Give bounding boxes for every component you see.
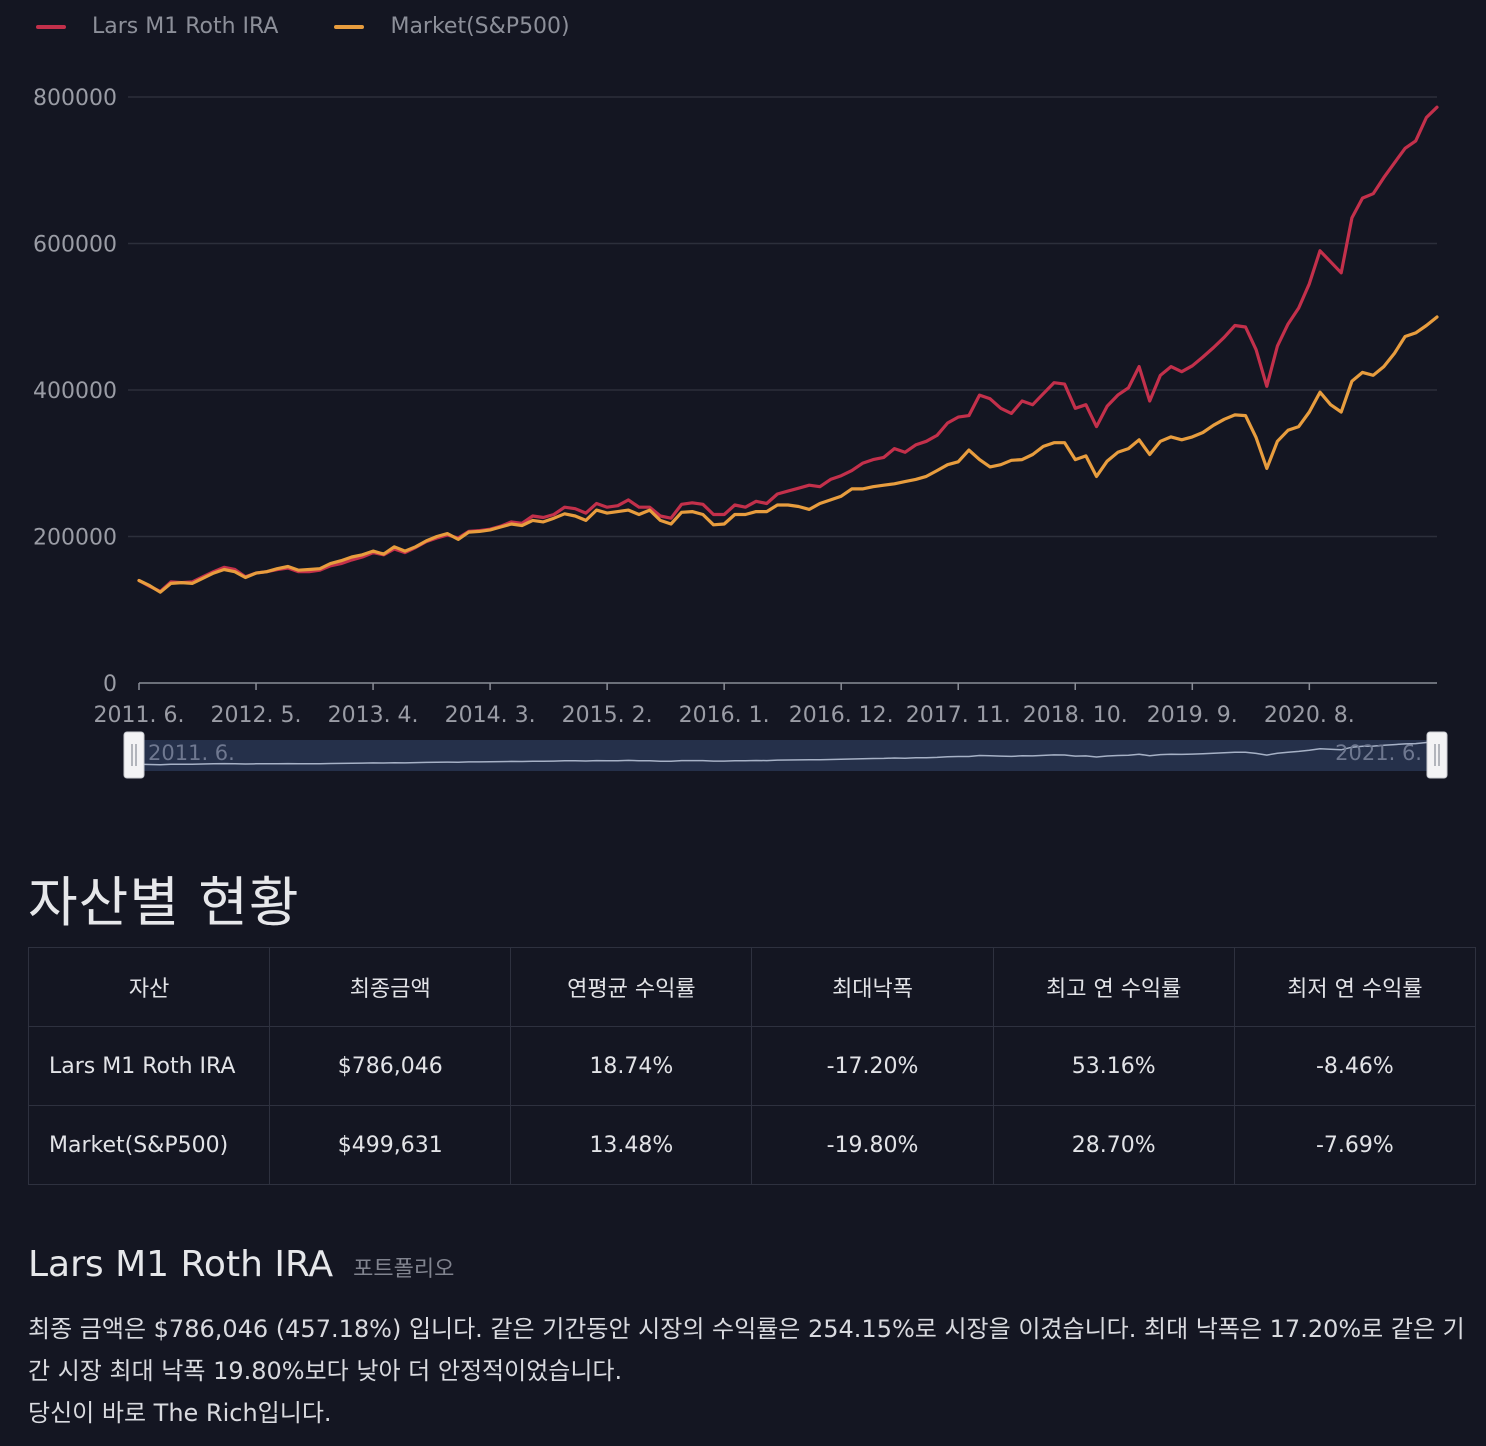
range-slider-preview (138, 741, 1438, 766)
y-tick-label: 0 (103, 672, 117, 697)
legend-swatch-market (334, 24, 365, 29)
cell-cagr: 13.48% (510, 1105, 753, 1185)
cell-asset: Market(S&P500) (27, 1105, 271, 1185)
description-paragraph: 최종 금액은 $786,046 (457.18%) 입니다. 같은 기간동안 시… (28, 1315, 1465, 1385)
series-line-market (137, 315, 1439, 594)
y-tick-label: 800000 (33, 86, 117, 111)
header-asset: 자산 (27, 947, 271, 1027)
cell-cagr: 18.74% (510, 1026, 753, 1106)
range-slider-start-label: 2011. 6. (148, 741, 235, 765)
cell-asset: Lars M1 Roth IRA (27, 1026, 271, 1106)
header-cagr: 연평균 수익률 (510, 947, 753, 1027)
table-row: Market(S&P500) $499,631 13.48% -19.80% 2… (27, 1105, 1477, 1185)
x-tick-label: 2016. 1. (679, 703, 770, 728)
line-chart: 0 200000 400000 600000 800000 2011. 6. 2012. 5… (33, 86, 1448, 779)
cell-final-amount: $499,631 (269, 1105, 512, 1185)
cell-best-year: 28.70% (992, 1105, 1235, 1185)
legend-label-lars: Lars M1 Roth IRA (92, 14, 279, 39)
cell-final-amount: $786,046 (269, 1026, 512, 1106)
x-tick-label: 2018. 10. (1023, 703, 1128, 728)
x-tick-label: 2020. 8. (1264, 703, 1355, 728)
legend-label-market: Market(S&P500) (390, 14, 570, 39)
range-slider-right-handle[interactable] (1426, 731, 1448, 779)
description-paragraph: 당신이 바로 The Rich입니다. (28, 1399, 332, 1427)
table-row: Lars M1 Roth IRA $786,046 18.74% -17.20%… (27, 1026, 1477, 1106)
header-worst-year: 최저 연 수익률 (1233, 947, 1477, 1027)
range-slider-left-handle[interactable] (123, 731, 145, 779)
portfolio-heading: Lars M1 Roth IRA 포트폴리오 (28, 1244, 454, 1285)
cell-max-drawdown: -17.20% (751, 1026, 994, 1106)
assets-table: 자산 최종금액 연평균 수익률 최대낙폭 최고 연 수익률 최저 연 수익률 L… (27, 947, 1477, 1185)
x-tick-label: 2013. 4. (328, 703, 419, 728)
x-tick-label: 2011. 6. (94, 703, 185, 728)
portfolio-name: Lars M1 Roth IRA (28, 1244, 334, 1285)
x-tick-label: 2016. 12. (789, 703, 894, 728)
x-tick-label: 2019. 9. (1147, 703, 1238, 728)
header-final-amount: 최종금액 (269, 947, 512, 1027)
series-line-lars (137, 105, 1439, 593)
header-max-drawdown: 최대낙폭 (751, 947, 994, 1027)
portfolio-tag: 포트폴리오 (353, 1257, 455, 1282)
cell-worst-year: -8.46% (1233, 1026, 1477, 1106)
cell-best-year: 53.16% (992, 1026, 1235, 1106)
section-title: 자산별 현황 (28, 871, 300, 934)
chart-legend: Lars M1 Roth IRA Market(S&P500) (36, 14, 570, 39)
range-slider-end-label: 2021. 6. (1335, 741, 1422, 765)
table-header-row: 자산 최종금액 연평균 수익률 최대낙폭 최고 연 수익률 최저 연 수익률 (27, 947, 1477, 1027)
portfolio-description: 최종 금액은 $786,046 (457.18%) 입니다. 같은 기간동안 시… (28, 1308, 1473, 1434)
y-tick-label: 400000 (33, 379, 117, 404)
y-tick-label: 600000 (33, 233, 117, 258)
legend-swatch-lars (36, 24, 66, 29)
legend-item-market[interactable]: Market(S&P500) (334, 14, 570, 39)
header-best-year: 최고 연 수익률 (992, 947, 1235, 1027)
x-tick-label: 2012. 5. (211, 703, 302, 728)
x-tick-label: 2015. 2. (562, 703, 653, 728)
cell-worst-year: -7.69% (1233, 1105, 1477, 1185)
legend-item-lars[interactable]: Lars M1 Roth IRA (36, 14, 278, 39)
range-slider-track (134, 740, 1437, 771)
cell-max-drawdown: -19.80% (751, 1105, 994, 1185)
x-tick-label: 2017. 11. (906, 703, 1011, 728)
y-tick-label: 200000 (33, 526, 117, 551)
x-tick-label: 2014. 3. (445, 703, 536, 728)
